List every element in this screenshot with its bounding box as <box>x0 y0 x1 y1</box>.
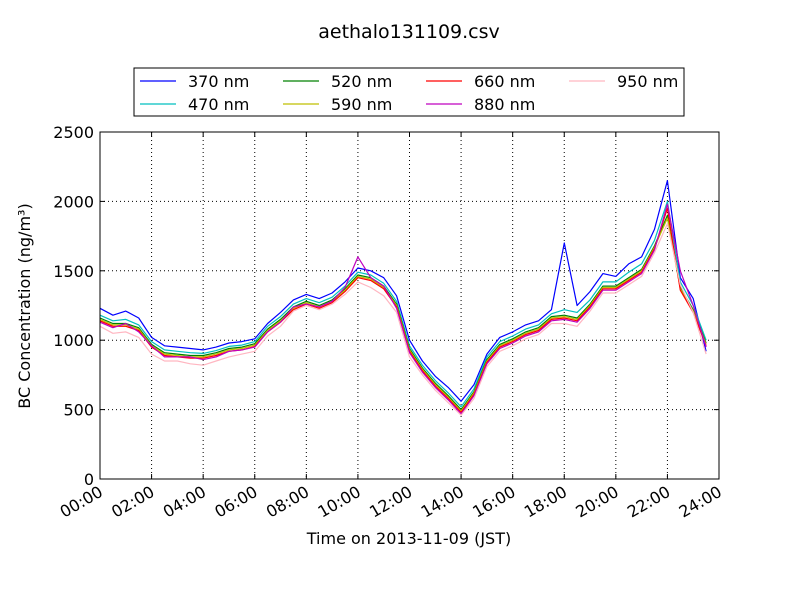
x-tick-label: 04:00 <box>160 482 209 522</box>
x-tick-label: 24:00 <box>676 482 725 522</box>
series-line-880-nm <box>99 203 707 415</box>
grid-lines <box>100 132 719 479</box>
series-line-590-nm <box>99 217 707 412</box>
legend: 370 nm 470 nm 520 nm 590 nm 660 nm 880 nm 950 … <box>140 72 678 114</box>
x-tick-label: 18:00 <box>521 482 570 522</box>
y-tick-label: 1000 <box>53 331 94 350</box>
legend-label: 590 nm <box>331 95 392 114</box>
legend-label: 880 nm <box>474 95 535 114</box>
x-tick-label: 20:00 <box>572 482 621 522</box>
axis-ticks: 00:00 02:00 04:00 06:00 08:00 10:00 12:00 14:00… <box>53 123 725 522</box>
legend-box <box>133 67 685 117</box>
y-axis-label: BC Concentration (ng/m³) <box>15 203 34 408</box>
y-tick-label: 1500 <box>53 262 94 281</box>
x-axis-label: Time on 2013-11-09 (JST) <box>306 529 511 548</box>
series-line-470-nm <box>99 200 707 408</box>
x-tick-label: 14:00 <box>418 482 467 522</box>
series-lines <box>99 180 707 416</box>
x-tick-label: 00:00 <box>57 482 106 522</box>
x-tick-label: 06:00 <box>211 482 260 522</box>
series-line-660-nm <box>99 207 707 413</box>
x-tick-label: 16:00 <box>469 482 518 522</box>
x-tick-label: 08:00 <box>263 482 312 522</box>
legend-label: 370 nm <box>188 72 249 91</box>
x-tick-label: 12:00 <box>366 482 415 522</box>
legend-label: 660 nm <box>474 72 535 91</box>
series-line-370-nm <box>99 180 707 402</box>
x-tick-label: 02:00 <box>108 482 157 522</box>
y-tick-label: 2500 <box>53 123 94 142</box>
y-tick-label: 2000 <box>53 192 94 211</box>
legend-label: 520 nm <box>331 72 392 91</box>
legend-label: 470 nm <box>188 95 249 114</box>
x-tick-label: 22:00 <box>624 482 673 522</box>
y-tick-label: 0 <box>84 470 94 489</box>
chart-title: aethalo131109.csv <box>318 21 500 43</box>
series-line-950-nm <box>99 223 707 416</box>
legend-label: 950 nm <box>617 72 678 91</box>
series-line-520-nm <box>99 214 707 411</box>
x-tick-label: 10:00 <box>314 482 363 522</box>
y-tick-label: 500 <box>63 401 94 420</box>
